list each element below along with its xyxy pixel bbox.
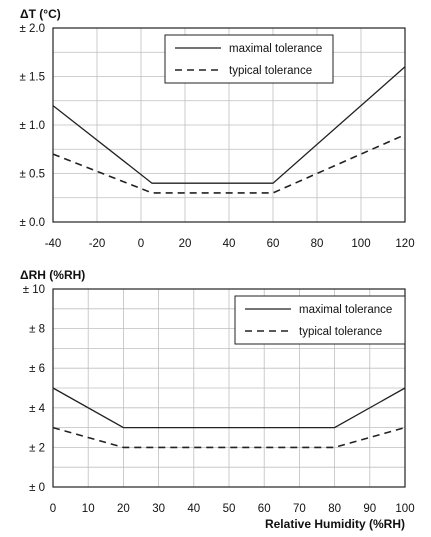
x-tick-label: 120 <box>395 238 414 250</box>
x-tick-label: 40 <box>223 238 236 250</box>
y-axis-title: ΔRH (%RH) <box>20 268 85 282</box>
x-tick-label: 50 <box>223 503 236 515</box>
temperature-tolerance-chart: -40 -20 0 20 40 60 80 100 120 ± 0.0 ± 0.5 ± 1.0 ± 1.… <box>20 7 415 250</box>
typical-tolerance-line <box>52 426 406 449</box>
typical-tolerance-line <box>52 133 406 194</box>
maximal-tolerance-line <box>52 66 406 184</box>
legend-label: maximal tolerance <box>299 304 392 316</box>
y-tick-label: ± 0.0 <box>20 217 46 229</box>
x-tick-label: 60 <box>258 503 271 515</box>
plot-frame <box>52 288 406 488</box>
x-tick-label: 90 <box>363 503 376 515</box>
legend-label: typical tolerance <box>229 65 312 77</box>
x-tick-label: 60 <box>267 238 280 250</box>
x-tick-label: -20 <box>89 238 106 250</box>
x-tick-label: 80 <box>311 238 324 250</box>
x-tick-label: 40 <box>187 503 200 515</box>
legend-box <box>164 34 334 84</box>
x-tick-label: 70 <box>293 503 306 515</box>
y-tick-label: ± 0.5 <box>20 169 46 181</box>
x-tick-label: -40 <box>45 238 62 250</box>
y-tick-label: ± 1.0 <box>20 120 46 132</box>
y-tick-label: ± 0 <box>29 482 45 494</box>
legend-label: typical tolerance <box>299 326 382 338</box>
y-tick-label: ± 2 <box>29 442 45 454</box>
y-axis-title: ΔT (°C) <box>20 7 61 21</box>
legend: maximal tolerance typical tolerance <box>164 34 334 84</box>
x-axis-title: Relative Humidity (%RH) <box>265 517 405 531</box>
plot-frame <box>52 27 406 223</box>
maximal-tolerance-line <box>52 387 406 429</box>
x-tick-label: 0 <box>138 238 144 250</box>
legend-box <box>234 295 406 345</box>
x-tick-label: 0 <box>50 503 56 515</box>
humidity-tolerance-chart: 0 10 20 30 40 50 60 70 80 90 100 ± 0 ± 2 ± 4 ± 6 ± 8 ± 1… <box>20 268 415 531</box>
y-tick-label: ± 4 <box>29 403 46 415</box>
y-tick-label: ± 6 <box>29 363 45 375</box>
x-tick-label: 80 <box>328 503 341 515</box>
legend: maximal tolerance typical tolerance <box>234 295 406 345</box>
legend-label: maximal tolerance <box>229 43 322 55</box>
x-tick-label: 20 <box>179 238 192 250</box>
x-tick-label: 30 <box>152 503 165 515</box>
x-tick-label: 10 <box>82 503 95 515</box>
y-tick-label: ± 1.5 <box>20 72 46 84</box>
y-tick-label: ± 8 <box>29 324 45 336</box>
x-tick-label: 100 <box>351 238 370 250</box>
x-tick-label: 100 <box>395 503 414 515</box>
y-tick-label: ± 2.0 <box>20 23 46 35</box>
x-tick-label: 20 <box>117 503 130 515</box>
y-tick-label: ± 10 <box>23 284 45 296</box>
